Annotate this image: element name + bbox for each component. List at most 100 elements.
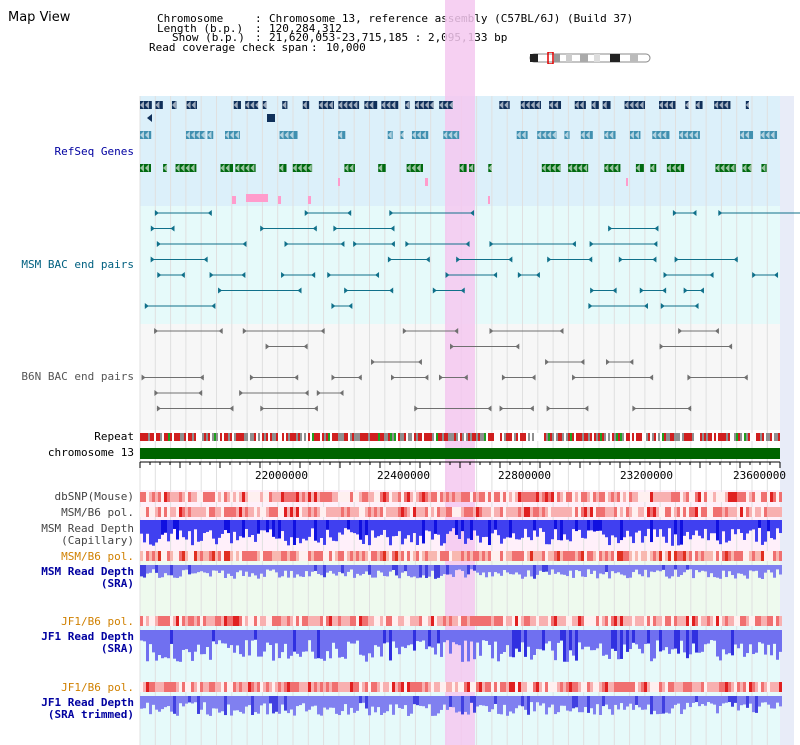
repeat-segment <box>580 433 582 441</box>
depth-bar <box>482 520 485 538</box>
polymorphism-cell <box>293 507 296 517</box>
polymorphism-cell <box>605 682 608 692</box>
depth-bar <box>329 630 332 659</box>
depth-bar <box>770 696 773 709</box>
depth-bar <box>737 565 740 574</box>
gene-arrow <box>520 101 525 109</box>
depth-bar <box>446 630 449 641</box>
bac-end <box>304 210 309 216</box>
depth-bar <box>422 520 425 544</box>
gene-arrow <box>745 101 750 109</box>
repeat-segment <box>414 433 416 441</box>
polymorphism-cell <box>167 492 170 502</box>
polymorphism-cell <box>464 616 467 626</box>
polymorphism-cell <box>392 507 395 517</box>
chromosome-ideogram[interactable] <box>528 52 652 64</box>
depth-bar <box>239 565 242 571</box>
polymorphism-cell <box>221 682 224 692</box>
polymorphism-cell <box>458 507 461 517</box>
depth-bar <box>209 565 212 577</box>
depth-bar <box>671 565 674 577</box>
polymorphism-cell <box>254 551 257 561</box>
depth-bar <box>698 520 701 536</box>
depth-bar <box>635 696 638 705</box>
depth-bar <box>593 696 596 715</box>
depth-bar <box>374 696 377 713</box>
depth-bar <box>485 696 488 707</box>
depth-bar <box>143 520 146 543</box>
depth-bar <box>425 520 428 531</box>
polymorphism-cell <box>395 682 398 692</box>
depth-bar <box>674 696 677 705</box>
gene-arrow <box>602 101 607 109</box>
polymorphism-cell <box>347 551 350 561</box>
polymorphism-cell <box>365 507 368 517</box>
repeat-segment <box>148 433 150 441</box>
polymorphism-cell <box>368 551 371 561</box>
gene-arrow <box>348 101 353 109</box>
depth-bar <box>629 565 632 578</box>
repeat-segment <box>688 433 690 441</box>
repeat-segment <box>616 433 618 441</box>
polymorphism-cell <box>563 492 566 502</box>
depth-bar <box>401 565 404 573</box>
depth-bar <box>518 520 521 540</box>
polymorphism-cell <box>197 507 200 517</box>
depth-bar <box>716 520 719 541</box>
depth-bar <box>479 696 482 706</box>
repeat-segment <box>348 433 350 441</box>
depth-bar <box>380 696 383 715</box>
depth-bar <box>434 630 437 655</box>
polymorphism-cell <box>764 616 767 626</box>
polymorphism-cell <box>380 551 383 561</box>
depth-bar <box>326 520 329 530</box>
polymorphism-cell <box>497 616 500 626</box>
gene-arrow <box>652 131 657 139</box>
depth-bar <box>542 630 545 651</box>
polymorphism-cell <box>686 507 689 517</box>
depth-bar <box>674 565 677 570</box>
depth-bar <box>260 630 263 657</box>
repeat-segment <box>638 433 640 441</box>
depth-bar <box>749 565 752 571</box>
depth-bar <box>641 630 644 654</box>
polymorphism-cell <box>401 507 404 517</box>
polymorphism-cell <box>713 507 716 517</box>
repeat-segment <box>316 433 318 441</box>
repeat-segment <box>630 433 632 441</box>
gene-arrow <box>190 164 195 172</box>
repeat-segment <box>556 433 558 441</box>
depth-bar <box>437 520 440 535</box>
polymorphism-cell <box>251 616 254 626</box>
depth-bar <box>497 630 500 662</box>
bac-end <box>249 374 254 381</box>
polymorphism-cell <box>293 492 296 502</box>
depth-bar <box>365 630 368 662</box>
depth-bar <box>533 696 536 712</box>
polymorphism-cell <box>335 507 338 517</box>
gene-arrow <box>574 101 579 109</box>
polymorphism-cell <box>539 616 542 626</box>
repeat-segment <box>418 433 420 441</box>
polymorphism-cell <box>746 551 749 561</box>
polymorphism-cell <box>779 507 782 517</box>
depth-bar <box>320 520 323 539</box>
polymorphism-cell <box>434 551 437 561</box>
depth-bar <box>680 630 683 641</box>
polymorphism-cell <box>284 507 287 517</box>
track-label-jf1-depth-trim: JF1 Read Depth <box>41 696 134 709</box>
polymorphism-cell <box>737 616 740 626</box>
polymorphism-cell <box>602 682 605 692</box>
depth-bar <box>548 520 551 545</box>
polymorphism-cell <box>233 682 236 692</box>
gene-arrow <box>185 164 190 172</box>
polymorphism-cell <box>365 551 368 561</box>
polymorphism-cell <box>218 616 221 626</box>
bac-end <box>489 241 494 247</box>
polymorphism-cell <box>641 682 644 692</box>
polymorphism-cell <box>503 682 506 692</box>
repeat-segment <box>246 433 248 441</box>
polymorphism-cell <box>140 492 143 502</box>
